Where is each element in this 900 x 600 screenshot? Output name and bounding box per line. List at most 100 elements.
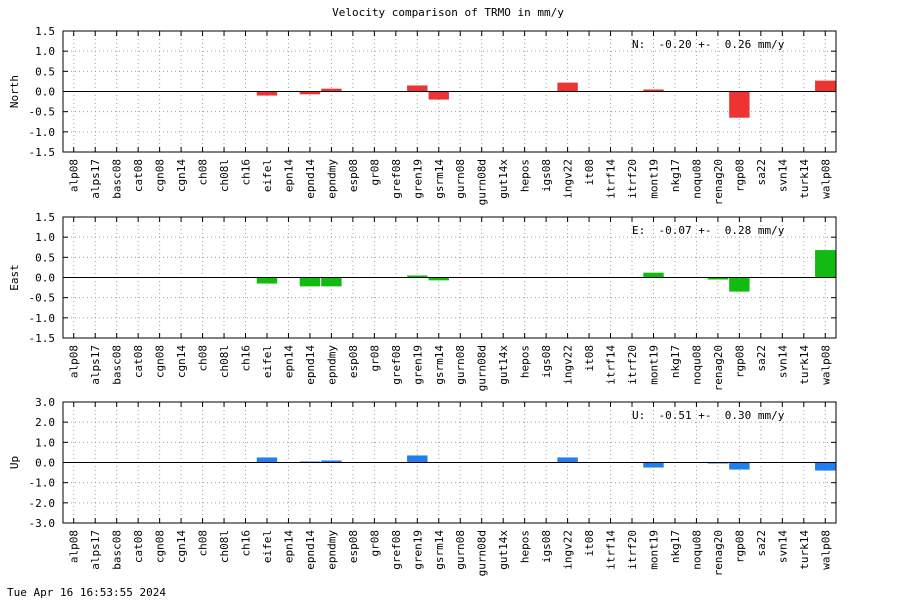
x-tick-label: walp08 [819, 530, 832, 570]
x-tick-label: svn14 [776, 159, 789, 192]
bar-renag20 [707, 277, 729, 280]
x-tick-label: rgp08 [733, 530, 746, 563]
x-tick-label: ch08l [218, 345, 231, 378]
bar-eifel [256, 457, 278, 463]
y-tick-label: 1.5 [35, 25, 55, 38]
x-tick-label: gref08 [390, 345, 403, 385]
x-tick-label: hepos [519, 345, 532, 378]
x-tick-label: cgn08 [154, 345, 167, 378]
x-tick-label: mont19 [647, 159, 660, 199]
x-tick-label: gurn08d [476, 530, 489, 576]
x-tick-label: itrf20 [626, 345, 639, 385]
bar-rgp08 [729, 277, 750, 292]
x-tick-label: epndmy [325, 530, 338, 570]
x-tick-label: esp08 [347, 530, 360, 563]
y-tick-label: -2.0 [29, 497, 56, 510]
x-tick-label: noqu08 [690, 345, 703, 385]
y-tick-label: -1.0 [29, 126, 56, 139]
x-tick-label: epn14 [282, 345, 295, 378]
x-tick-label: basc08 [111, 530, 124, 570]
x-tick-label: gut14x [497, 159, 510, 199]
x-tick-label: itrf20 [626, 530, 639, 570]
x-tick-label: gut14x [497, 530, 510, 570]
x-tick-label: alps17 [89, 530, 102, 570]
x-tick-label: epndmy [325, 159, 338, 199]
bar-epnd14 [299, 277, 321, 287]
y-tick-label: 0.0 [35, 272, 55, 285]
x-tick-label: epnd14 [304, 159, 317, 199]
y-tick-label: 3.0 [35, 396, 55, 409]
y-tick-label: 1.0 [35, 45, 55, 58]
bar-epndmy [321, 88, 342, 92]
x-tick-label: basc08 [111, 159, 124, 199]
x-tick-label: mont19 [647, 530, 660, 570]
y-tick-label: -3.0 [29, 517, 56, 530]
x-tick-label: epn14 [282, 530, 295, 563]
x-tick-label: gurn08 [454, 530, 467, 570]
x-tick-label: gurn08d [476, 345, 489, 391]
x-tick-label: ch08 [197, 530, 210, 557]
y-tick-label: 0.0 [35, 457, 55, 470]
x-tick-label: ingv22 [562, 345, 575, 385]
plot-frame [62, 30, 837, 153]
x-tick-label: turk14 [798, 159, 811, 199]
bar-mont19 [643, 89, 664, 92]
x-tick-label: basc08 [111, 345, 124, 385]
x-tick-label: noqu08 [690, 159, 703, 199]
x-tick-label: gref08 [390, 530, 403, 570]
x-tick-label: epnd14 [304, 345, 317, 385]
x-tick-label: rgp08 [733, 345, 746, 378]
x-tick-label: gurn08 [454, 345, 467, 385]
x-tick-label: nkg17 [669, 530, 682, 563]
x-tick-label: renag20 [712, 530, 725, 576]
x-tick-label: sa22 [755, 345, 768, 372]
x-tick-label: rgp08 [733, 159, 746, 192]
x-tick-label: sa22 [755, 159, 768, 186]
bar-gren19 [407, 85, 428, 92]
x-tick-label: gren19 [411, 159, 424, 199]
y-tick-label: -1.5 [29, 332, 56, 345]
x-tick-label: cgn14 [175, 530, 188, 563]
x-tick-label: alp08 [68, 159, 81, 192]
y-tick-label: 1.0 [35, 231, 55, 244]
y-tick-label: 0.5 [35, 65, 55, 78]
x-tick-label: sa22 [755, 530, 768, 557]
x-tick-label: alp08 [68, 530, 81, 563]
x-tick-label: ch16 [240, 345, 253, 372]
y-axis-label: North [8, 75, 21, 108]
x-tick-label: nkg17 [669, 345, 682, 378]
x-tick-label: hepos [519, 159, 532, 192]
x-tick-label: ch16 [240, 530, 253, 557]
bar-epndmy [321, 460, 342, 463]
x-tick-label: it08 [583, 345, 596, 372]
x-tick-label: walp08 [819, 159, 832, 199]
x-tick-label: ch08l [218, 159, 231, 192]
bar-mont19 [643, 272, 664, 278]
bar-epnd14 [299, 461, 321, 463]
y-tick-label: 1.0 [35, 436, 55, 449]
y-tick-label: -1.0 [29, 477, 56, 490]
x-tick-label: esp08 [347, 345, 360, 378]
x-tick-label: ingv22 [562, 159, 575, 199]
stats-annotation: N: -0.20 +- 0.26 mm/y [632, 38, 785, 51]
timestamp-footer: Tue Apr 16 16:53:55 2024 [7, 586, 166, 599]
x-tick-label: it08 [583, 530, 596, 557]
x-tick-label: gr08 [368, 159, 381, 186]
x-tick-label: gr08 [368, 345, 381, 372]
x-tick-label: itrf14 [605, 159, 618, 199]
y-tick-label: -0.5 [29, 106, 56, 119]
stats-annotation: U: -0.51 +- 0.30 mm/y [632, 409, 785, 422]
y-axis-label: Up [8, 456, 21, 469]
bar-epnd14 [299, 91, 321, 95]
x-tick-label: cat08 [132, 530, 145, 563]
x-tick-label: alps17 [89, 159, 102, 199]
bar-eifel [256, 277, 278, 284]
panel-east: -1.5 -1.0 -0.5 0.0 0.5 1.0 1.5 E: -0.07 +- 0.28… [8, 211, 837, 391]
stats-annotation: E: -0.07 +- 0.28 mm/y [632, 224, 785, 237]
bar-walp08 [815, 250, 836, 278]
x-tick-label: ch08 [197, 159, 210, 186]
x-tick-label: igs08 [540, 345, 553, 378]
x-tick-label: walp08 [819, 345, 832, 385]
x-tick-label: turk14 [798, 345, 811, 385]
